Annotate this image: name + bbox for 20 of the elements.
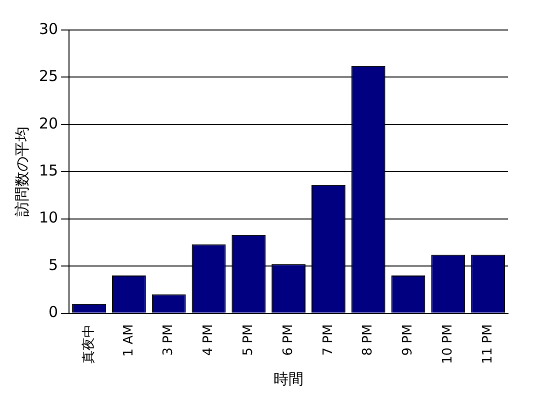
x-tick-label: 5 PM xyxy=(241,324,256,356)
y-tick-label: 25 xyxy=(38,67,58,86)
y-tick-label: 20 xyxy=(38,114,58,132)
x-tick-label: 8 PM xyxy=(360,324,376,356)
y-tick-label: 15 xyxy=(38,162,58,180)
x-tick-label: 3 PM xyxy=(161,324,176,356)
x-axis-title: 時間 xyxy=(274,370,304,388)
y-tick-label: 10 xyxy=(38,208,58,227)
x-tick-label: 6 PM xyxy=(280,324,296,356)
x-tick-label: 真夜中 xyxy=(80,324,96,364)
x-tick-label: 7 PM xyxy=(320,324,336,356)
x-tick-label: 9 PM xyxy=(400,324,416,356)
y-tick-label: 5 xyxy=(48,256,58,274)
x-tick-label: 4 PM xyxy=(201,324,216,356)
x-tick-label: 1 AM xyxy=(121,324,136,357)
y-tick-label: 30 xyxy=(38,20,58,38)
y-tick-label: 0 xyxy=(48,303,58,322)
x-tick-label: 11 PM xyxy=(480,324,496,364)
x-tick-label: 10 PM xyxy=(440,324,456,364)
y-axis-title: 訪問数の平均 xyxy=(12,126,31,217)
